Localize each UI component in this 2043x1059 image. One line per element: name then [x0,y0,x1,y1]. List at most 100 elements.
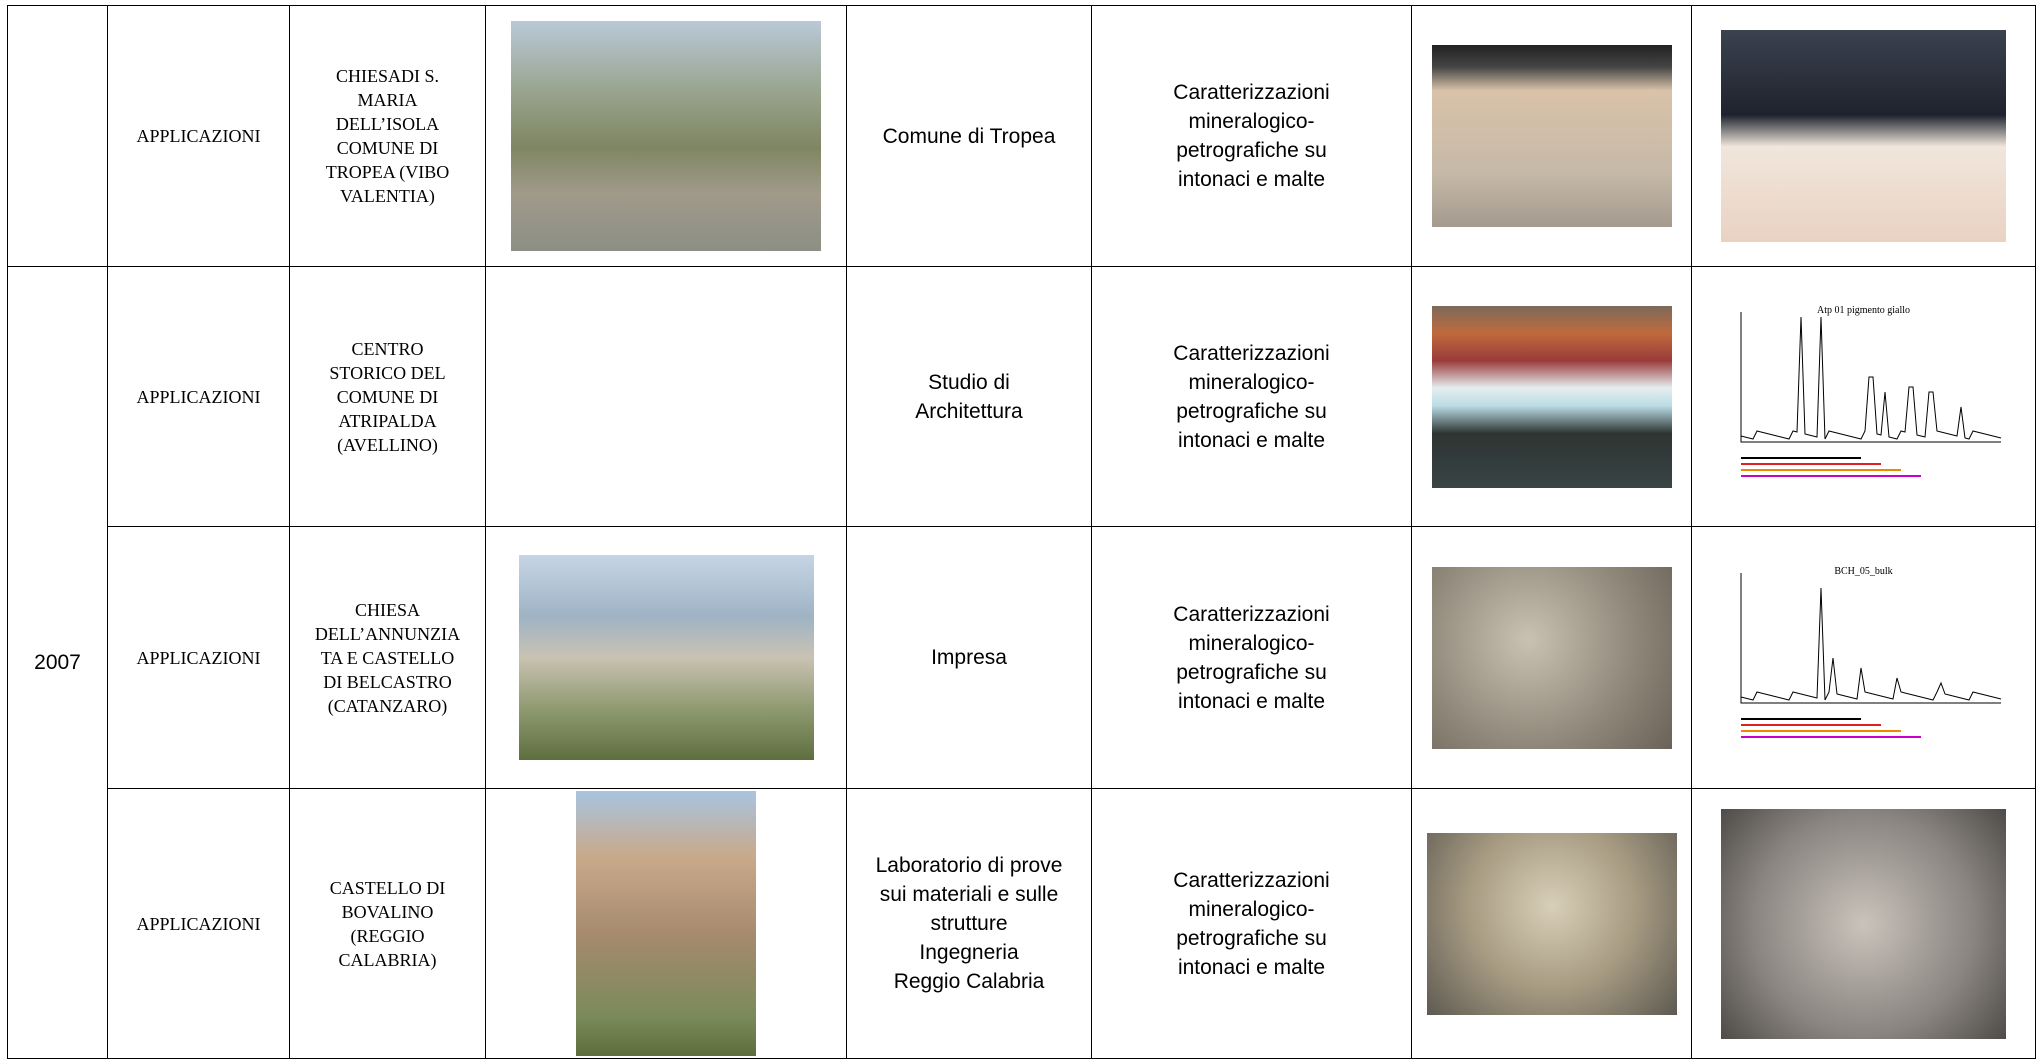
text-line: STORICO DEL [329,362,446,383]
micro-photo [1721,808,2006,1039]
text-line: mineralogico- [1188,370,1315,394]
text-line: (AVELLINO) [337,434,438,455]
text-line: (REGGIO [350,925,425,946]
client-cell: Laboratorio di prove sui materiali e sull… [846,788,1092,1059]
site-photo [518,555,814,760]
text-line: Reggio Calabria [893,970,1045,993]
analysis-image-cell [1691,788,2036,1059]
site-photo [511,21,821,251]
micro-cell [1411,788,1692,1059]
legend-bar [1741,462,1881,465]
analysis-cell: Caratterizzazioni mineralogico-petrografi… [1091,788,1412,1059]
category-cell: APPLICAZIONI [107,5,290,267]
analysis-image-cell [1691,5,2036,267]
text-line: intonaci e malte [1177,689,1326,713]
text-line: petrografiche su [1176,139,1327,162]
text-line: COMUNE DI [336,386,439,407]
client-cell: Impresa [846,526,1092,789]
category-cell: APPLICAZIONI [107,266,290,527]
text-line: mineralogico- [1188,110,1315,133]
text-line: mineralogico- [1188,897,1315,921]
text-line: TA E CASTELLO [320,647,455,668]
table-row: APPLICAZIONI CASTELLO DI BOVALINO (REGGIO CA… [8,788,2036,1059]
text-line: Comune di Tropea [882,124,1056,148]
text-line: CASTELLO DI [329,877,446,898]
text-line: Caratterizzazioni [1173,602,1330,626]
analysis-cell: Caratterizzazioni mineralogico-petrografi… [1091,5,1412,267]
client-cell: Comune di Tropea [846,5,1092,267]
text-line: CENTRO [351,338,424,359]
text-line: CALABRIA) [338,949,437,970]
text-line: Ingegneria [919,941,1019,964]
text-line: (CATANZARO) [327,695,448,716]
chart-axis [1740,572,2001,703]
chart-axis [1740,311,2001,442]
text-line: mineralogico- [1188,631,1315,655]
chart-line [1740,587,2002,701]
chart-caption: Atp 01 pigmento giallo [1816,304,1911,316]
text-line: petrografiche su [1176,660,1327,684]
site-cell: CENTRO STORICO DEL COMUNE DI ATRIPALDA (AVEL… [289,266,486,527]
legend-bar [1741,456,1861,459]
text-line: Caratterizzazioni [1173,868,1330,892]
micro-photo [1431,45,1672,227]
analysis-image-cell: BCH_05_bulk [1691,526,2036,789]
text-line: intonaci e malte [1177,428,1326,452]
text-line: petrografiche su [1176,399,1327,423]
text-line: Impresa [931,646,1007,669]
text-line: DELL’ISOLA [335,114,440,134]
text-line: Caratterizzazioni [1173,341,1330,365]
micro-cell [1411,5,1692,267]
text-line: Laboratorio di prove [875,854,1063,877]
xrd-chart: BCH_05_bulk [1721,557,2006,758]
year-cell [7,5,108,267]
micro-cell [1411,266,1692,527]
table-row: 2007 APPLICAZIONI CENTRO STORICO DEL COMUNE … [7,266,2036,1059]
text-line: ATRIPALDA [338,410,437,431]
table-row: APPLICAZIONI CHIESADI S. MARIA DELL’ISOLA CO… [7,5,2036,267]
site-cell: CHIESADI S. MARIA DELL’ISOLA COMUNE DI TROPE… [289,5,486,267]
micro-photo [1426,832,1677,1015]
text-line: CHIESADI S. [335,66,439,86]
text-line: Caratterizzazioni [1173,81,1330,104]
chart-drawing [1740,311,2002,477]
analysis-cell: Caratterizzazioni mineralogico-petrografi… [1091,266,1412,527]
table-row: APPLICAZIONI CHIESA DELL’ANNUNZIA TA E CAST… [8,526,2036,789]
chart-caption: BCH_05_bulk [1834,565,1893,577]
xrd-chart: Atp 01 pigmento giallo [1721,296,2006,497]
micro-photo [1721,30,2006,242]
legend-bar [1741,735,1921,738]
text-line: intonaci e malte [1177,955,1326,979]
text-line: petrografiche su [1176,926,1327,950]
category-cell: APPLICAZIONI [107,526,290,789]
text-line: DI BELCASTRO [323,671,452,692]
micro-photo [1431,305,1672,488]
micro-cell [1411,526,1692,789]
text-line: Architettura [915,399,1023,423]
legend-bar [1741,723,1881,726]
photo-cell [485,266,847,527]
photo-cell [485,5,847,267]
text-line: Studio di [928,370,1010,394]
chart-line [1740,316,2002,440]
text-line: BOVALINO [341,901,434,922]
text-line: CHIESA [354,599,420,620]
legend-bar [1741,729,1901,732]
text-line: strutture [930,912,1008,935]
photo-cell [485,526,847,789]
chart-drawing [1740,572,2002,738]
text-line: DELL’ANNUNZIA [314,623,461,644]
text-line: intonaci e malte [1177,168,1326,191]
text-line: COMUNE DI [336,138,439,158]
text-line: sui materiali e sulle [879,883,1059,906]
site-cell: CASTELLO DI BOVALINO (REGGIO CALABRIA) [289,788,486,1059]
text-line: MARIA [357,90,418,110]
projects-table: APPLICAZIONI CHIESADI S. MARIA DELL’ISOLA CO… [7,5,2036,1059]
client-cell: Studio di Architettura [846,266,1092,527]
text-line: TROPEA (VIBO [325,162,450,182]
category-cell: APPLICAZIONI [107,788,290,1059]
photo-cell [485,788,847,1059]
legend-bar [1741,717,1861,720]
site-cell: CHIESA DELL’ANNUNZIA TA E CASTELLO DI BELCA… [289,526,486,789]
micro-photo [1431,566,1672,749]
